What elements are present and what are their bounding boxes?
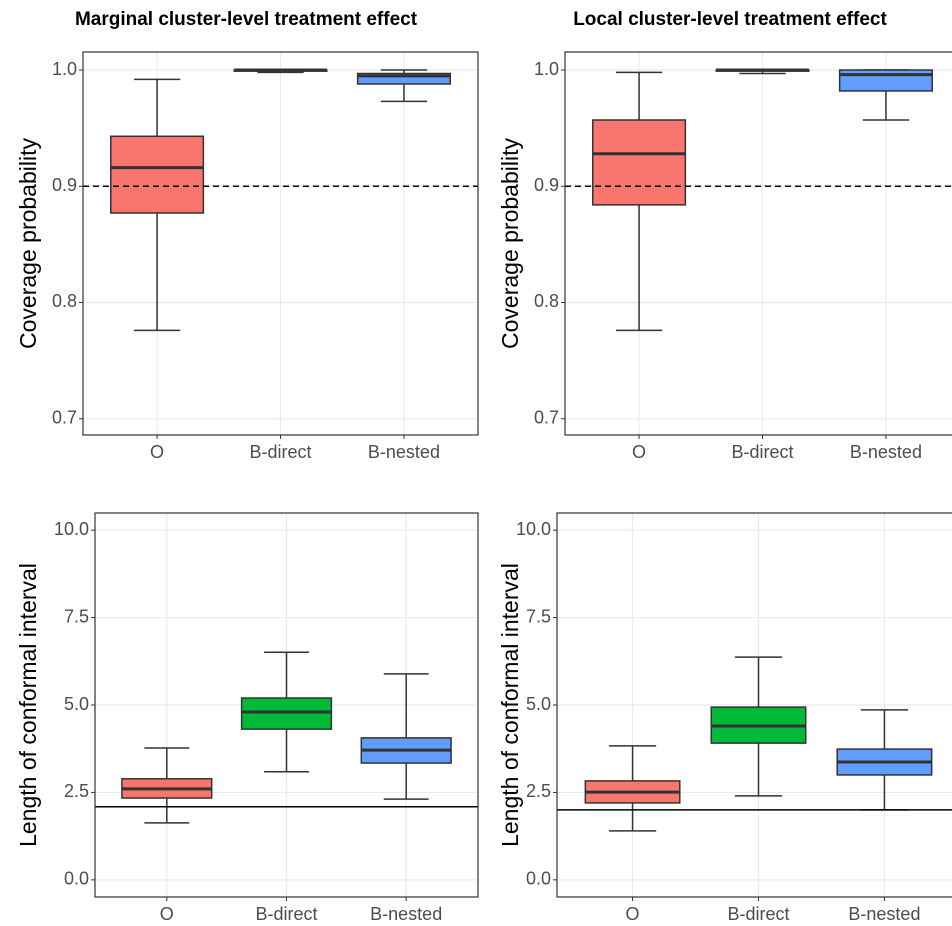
x-tick-label: O <box>626 904 640 924</box>
x-tick-label: O <box>632 442 646 462</box>
panel-title: Marginal cluster-level treatment effect <box>75 9 418 30</box>
box <box>840 70 933 91</box>
y-tick-label: 1.0 <box>52 59 77 79</box>
x-tick-label: B-nested <box>850 442 922 462</box>
y-tick-label: 0.8 <box>534 291 559 311</box>
y-tick-label: 0.0 <box>64 869 89 889</box>
y-tick-label: 7.5 <box>64 606 89 626</box>
y-tick-label: 2.5 <box>64 781 89 801</box>
y-tick-label: 0.8 <box>52 291 77 311</box>
box <box>111 136 204 213</box>
y-tick-label: 2.5 <box>526 781 551 801</box>
y-tick-label: 10.0 <box>516 519 551 539</box>
y-tick-label: 0.7 <box>534 407 559 427</box>
y-tick-label: 1.0 <box>534 59 559 79</box>
y-tick-label: 10.0 <box>54 519 89 539</box>
chart: Marginal cluster-level treatment effect C… <box>0 0 952 926</box>
x-tick-label: O <box>150 442 164 462</box>
x-tick-label: B-direct <box>249 442 311 462</box>
x-tick-label: B-nested <box>370 904 442 924</box>
panel-border <box>565 52 952 435</box>
y-tick-label: 0.0 <box>526 869 551 889</box>
panel-title: Local cluster-level treatment effect <box>573 9 887 30</box>
x-tick-label: B-direct <box>255 904 317 924</box>
x-tick-label: B-direct <box>727 904 789 924</box>
x-tick-label: B-nested <box>368 442 440 462</box>
y-axis-label: Coverage probability <box>497 138 523 349</box>
x-tick-label: B-nested <box>848 904 920 924</box>
x-tick-label: O <box>160 904 174 924</box>
box <box>593 120 686 205</box>
y-tick-label: 5.0 <box>64 694 89 714</box>
y-tick-label: 0.7 <box>52 407 77 427</box>
y-tick-label: 0.9 <box>534 175 559 195</box>
x-tick-label: B-direct <box>731 442 793 462</box>
y-axis-label: Length of conformal interval <box>15 563 41 847</box>
y-tick-label: 7.5 <box>526 606 551 626</box>
y-axis-label: Coverage probability <box>15 138 41 349</box>
y-tick-label: 0.9 <box>52 175 77 195</box>
y-axis-label: Length of conformal interval <box>497 563 523 847</box>
box <box>242 698 332 729</box>
y-tick-label: 5.0 <box>526 694 551 714</box>
